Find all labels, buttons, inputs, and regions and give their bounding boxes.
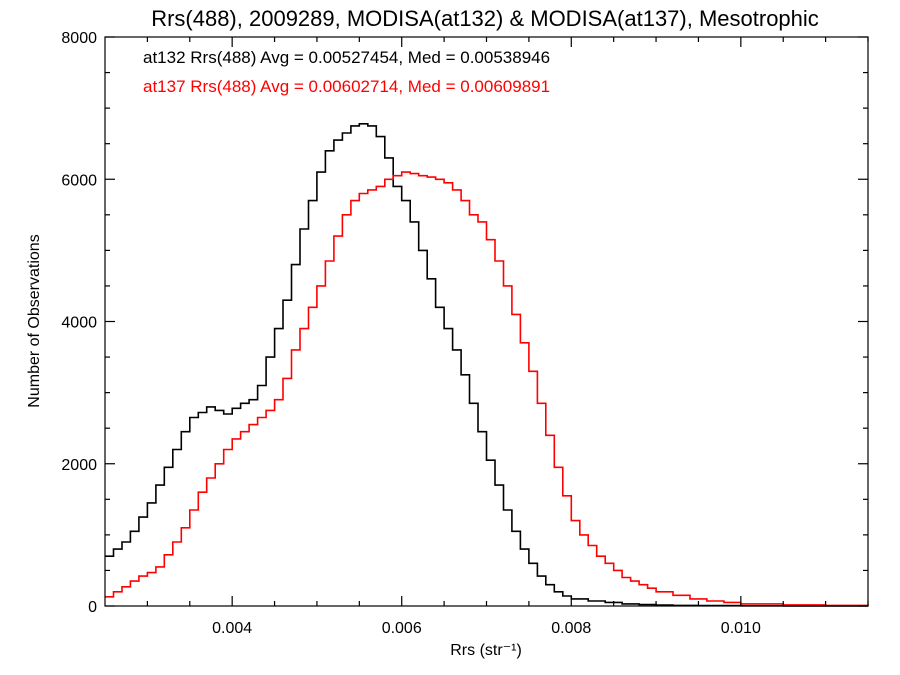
x-tick-label: 0.004 bbox=[212, 620, 252, 637]
series-line-0 bbox=[105, 123, 868, 607]
plot-frame bbox=[104, 36, 869, 607]
y-tick-label: 4000 bbox=[61, 315, 97, 332]
x-axis: 0.004 0.006 0.008 0.010 bbox=[146, 37, 869, 637]
series-layer bbox=[105, 123, 869, 607]
at137-stats-annotation: at137 Rrs(488) Avg = 0.00602714, Med = 0… bbox=[143, 77, 550, 96]
y-tick-label: 0 bbox=[88, 599, 97, 616]
y-axis-label: Number of Observations bbox=[26, 234, 43, 407]
y-tick-label: 8000 bbox=[61, 30, 97, 47]
series-line-1 bbox=[105, 171, 869, 607]
x-tick-label: 0.010 bbox=[721, 620, 761, 637]
x-tick-label: 0.008 bbox=[551, 620, 591, 637]
y-axis: 0 2000 4000 6000 8000 bbox=[61, 30, 868, 616]
x-axis-label: Rrs (str⁻¹) bbox=[450, 642, 522, 659]
y-tick-label: 2000 bbox=[61, 457, 97, 474]
x-tick-label: 0.006 bbox=[382, 620, 422, 637]
y-tick-label: 6000 bbox=[61, 172, 97, 189]
at132-stats-annotation: at132 Rrs(488) Avg = 0.00527454, Med = 0… bbox=[143, 48, 550, 67]
chart-title: Rrs(488), 2009289, MODISA(at132) & MODIS… bbox=[151, 6, 819, 31]
